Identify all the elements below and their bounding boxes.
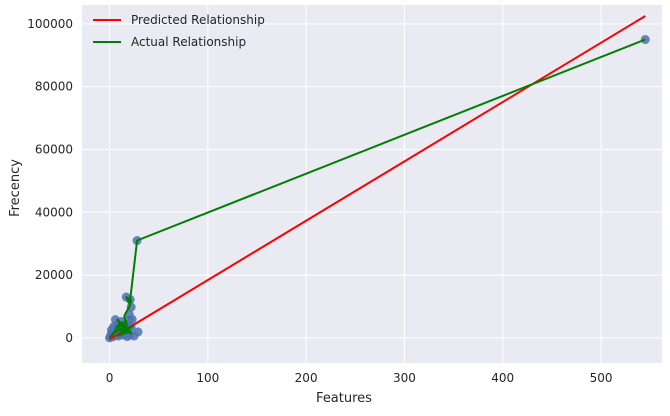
x-tick-label: 100 xyxy=(196,371,219,385)
y-tick-label: 20000 xyxy=(35,268,73,282)
x-tick-label: 400 xyxy=(491,371,514,385)
y-tick-labels: 0 20000 40000 60000 80000 100000 xyxy=(27,17,73,345)
x-tick-label: 300 xyxy=(393,371,416,385)
y-axis-label: Frecency xyxy=(8,159,23,217)
predicted-relationship-line xyxy=(108,15,646,341)
y-tick-label: 100000 xyxy=(27,17,73,31)
legend-label-actual: Actual Relationship xyxy=(131,35,246,49)
legend: Predicted Relationship Actual Relationsh… xyxy=(93,13,265,49)
y-tick-label: 60000 xyxy=(35,142,73,156)
y-tick-label: 0 xyxy=(65,331,73,345)
x-tick-label: 500 xyxy=(590,371,613,385)
legend-label-predicted: Predicted Relationship xyxy=(131,13,265,27)
grid-lines xyxy=(82,5,662,363)
y-tick-label: 80000 xyxy=(35,80,73,94)
x-axis-label: Features xyxy=(316,391,372,406)
series-lines xyxy=(108,15,646,341)
x-tick-label: 0 xyxy=(106,371,114,385)
x-tick-label: 200 xyxy=(295,371,318,385)
y-tick-label: 40000 xyxy=(35,205,73,219)
actual-relationship-line xyxy=(108,38,646,339)
data-point xyxy=(133,327,143,337)
x-tick-labels: 0 100 200 300 400 500 xyxy=(106,371,613,385)
